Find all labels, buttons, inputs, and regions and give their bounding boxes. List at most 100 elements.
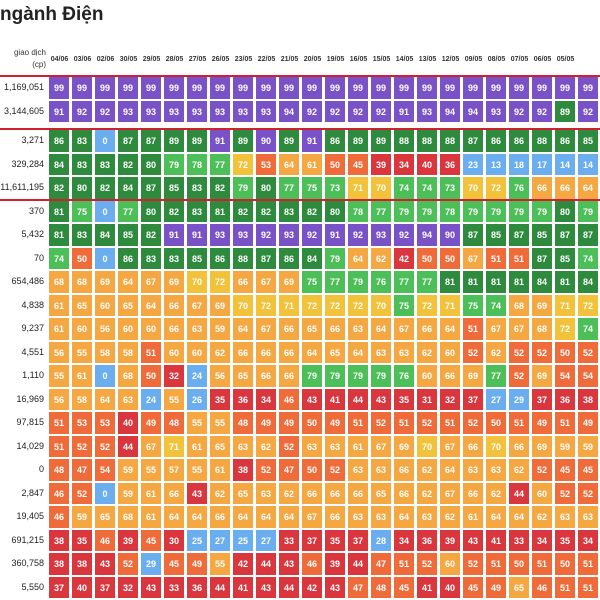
heat-cell: 99	[301, 76, 323, 100]
heat-cell: 49	[255, 411, 277, 435]
heat-cell: 79	[324, 246, 346, 270]
heat-cell: 78	[347, 199, 369, 223]
heat-cell: 62	[508, 458, 530, 482]
volume: 70	[33, 252, 44, 263]
heat-cell: 99	[393, 76, 415, 100]
heat-cell: 75	[462, 293, 484, 317]
heat-cell: 99	[209, 76, 231, 100]
heat-cell: 50	[140, 364, 162, 388]
heat-cell: 92	[370, 99, 392, 123]
heat-cell: 86	[117, 246, 139, 270]
heat-cell: 29	[508, 387, 530, 411]
heat-cell: 62	[209, 481, 231, 505]
heat-cell: 52	[324, 458, 346, 482]
heat-cell: 50	[301, 458, 323, 482]
heat-cell: 50	[301, 411, 323, 435]
heat-cell: 52	[462, 552, 484, 576]
heat-cell: 64	[508, 505, 530, 529]
heat-cell: 89	[186, 129, 208, 153]
volume: 691,215	[11, 534, 44, 545]
heat-cell: 82	[140, 223, 162, 247]
heat-cell: 63	[347, 317, 369, 341]
heat-cell: 99	[232, 76, 254, 100]
heat-cell: 65	[508, 575, 530, 599]
heat-cell: 80	[71, 176, 93, 200]
heat-cell: 69	[531, 434, 553, 458]
heat-cell: 35	[71, 528, 93, 552]
heat-cell: 32	[117, 575, 139, 599]
heat-cell: 77	[416, 270, 438, 294]
heat-cell: 67	[255, 317, 277, 341]
heat-cell: 79	[370, 364, 392, 388]
heat-cell: 49	[531, 411, 553, 435]
heat-cell: 86	[508, 129, 530, 153]
heat-cell: 77	[393, 270, 415, 294]
heat-cell: 39	[370, 152, 392, 176]
heat-cell: 66	[347, 481, 369, 505]
heat-cell: 66	[439, 364, 461, 388]
volume: 0	[38, 464, 44, 474]
volume: 3,271	[21, 135, 44, 145]
heat-cell: 70	[416, 434, 438, 458]
heat-cell: 0	[94, 364, 116, 388]
heat-cell: 61	[186, 434, 208, 458]
heat-cell: 63	[324, 434, 346, 458]
heat-cell: 61	[71, 364, 93, 388]
heat-cell: 66	[462, 481, 484, 505]
heat-cell: 52	[577, 340, 599, 364]
heat-cell: 51	[531, 552, 553, 576]
heat-cell: 63	[347, 505, 369, 529]
heat-cell: 36	[232, 387, 254, 411]
heat-cell: 65	[117, 293, 139, 317]
date-header: 14/05	[395, 56, 414, 63]
heat-cell: 65	[209, 434, 231, 458]
heat-cell: 61	[48, 293, 70, 317]
heat-cell: 44	[117, 434, 139, 458]
heat-cell: 51	[485, 552, 507, 576]
heat-cell: 64	[232, 317, 254, 341]
heat-cell: 62	[209, 340, 231, 364]
heat-cell: 78	[439, 199, 461, 223]
heat-cell: 72	[416, 293, 438, 317]
heat-cell: 64	[278, 505, 300, 529]
heat-cell: 57	[163, 458, 185, 482]
heat-cell: 60	[94, 293, 116, 317]
heat-cell: 44	[508, 481, 530, 505]
heat-cell: 55	[163, 387, 185, 411]
heat-cell: 99	[531, 76, 553, 100]
heat-cell: 55	[186, 458, 208, 482]
volume: 11,611,195	[0, 182, 44, 192]
heat-cell: 37	[48, 575, 70, 599]
heat-cell: 47	[278, 458, 300, 482]
heat-cell: 64	[94, 387, 116, 411]
date-header: 30/05	[119, 56, 138, 63]
heat-cell: 79	[462, 199, 484, 223]
heat-cell: 99	[439, 76, 461, 100]
heat-cell: 79	[232, 176, 254, 200]
heat-cell: 82	[301, 199, 323, 223]
heat-cell: 37	[462, 387, 484, 411]
heat-cell: 34	[393, 152, 415, 176]
heat-cell: 37	[347, 528, 369, 552]
heat-cell: 51	[508, 246, 530, 270]
date-header: 08/05	[487, 56, 506, 63]
date-header: 02/06	[96, 56, 115, 63]
heat-cell: 66	[163, 293, 185, 317]
heat-cell: 79	[301, 364, 323, 388]
heat-cell: 52	[554, 481, 576, 505]
heat-cell: 80	[324, 199, 346, 223]
heat-cell: 50	[508, 552, 530, 576]
heat-cell: 87	[117, 129, 139, 153]
heat-cell: 65	[71, 293, 93, 317]
heat-cell: 88	[531, 129, 553, 153]
heat-cell: 92	[577, 99, 599, 123]
heat-cell: 93	[140, 99, 162, 123]
heat-cell: 83	[186, 176, 208, 200]
heat-cell: 94	[416, 223, 438, 247]
heat-cell: 93	[370, 223, 392, 247]
heat-cell: 93	[209, 99, 231, 123]
heat-cell: 82	[209, 176, 231, 200]
heat-cell: 67	[370, 434, 392, 458]
heat-cell: 81	[48, 223, 70, 247]
heat-cell: 43	[94, 552, 116, 576]
